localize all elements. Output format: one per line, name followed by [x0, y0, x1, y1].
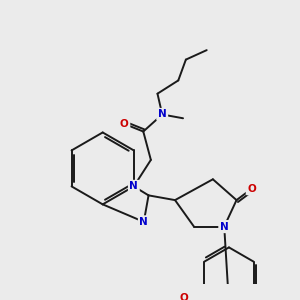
Text: N: N — [158, 110, 167, 119]
Text: O: O — [120, 119, 129, 129]
Text: N: N — [220, 222, 229, 232]
Text: N: N — [140, 217, 148, 227]
Text: O: O — [247, 184, 256, 194]
Text: O: O — [179, 292, 188, 300]
Text: N: N — [130, 182, 138, 191]
